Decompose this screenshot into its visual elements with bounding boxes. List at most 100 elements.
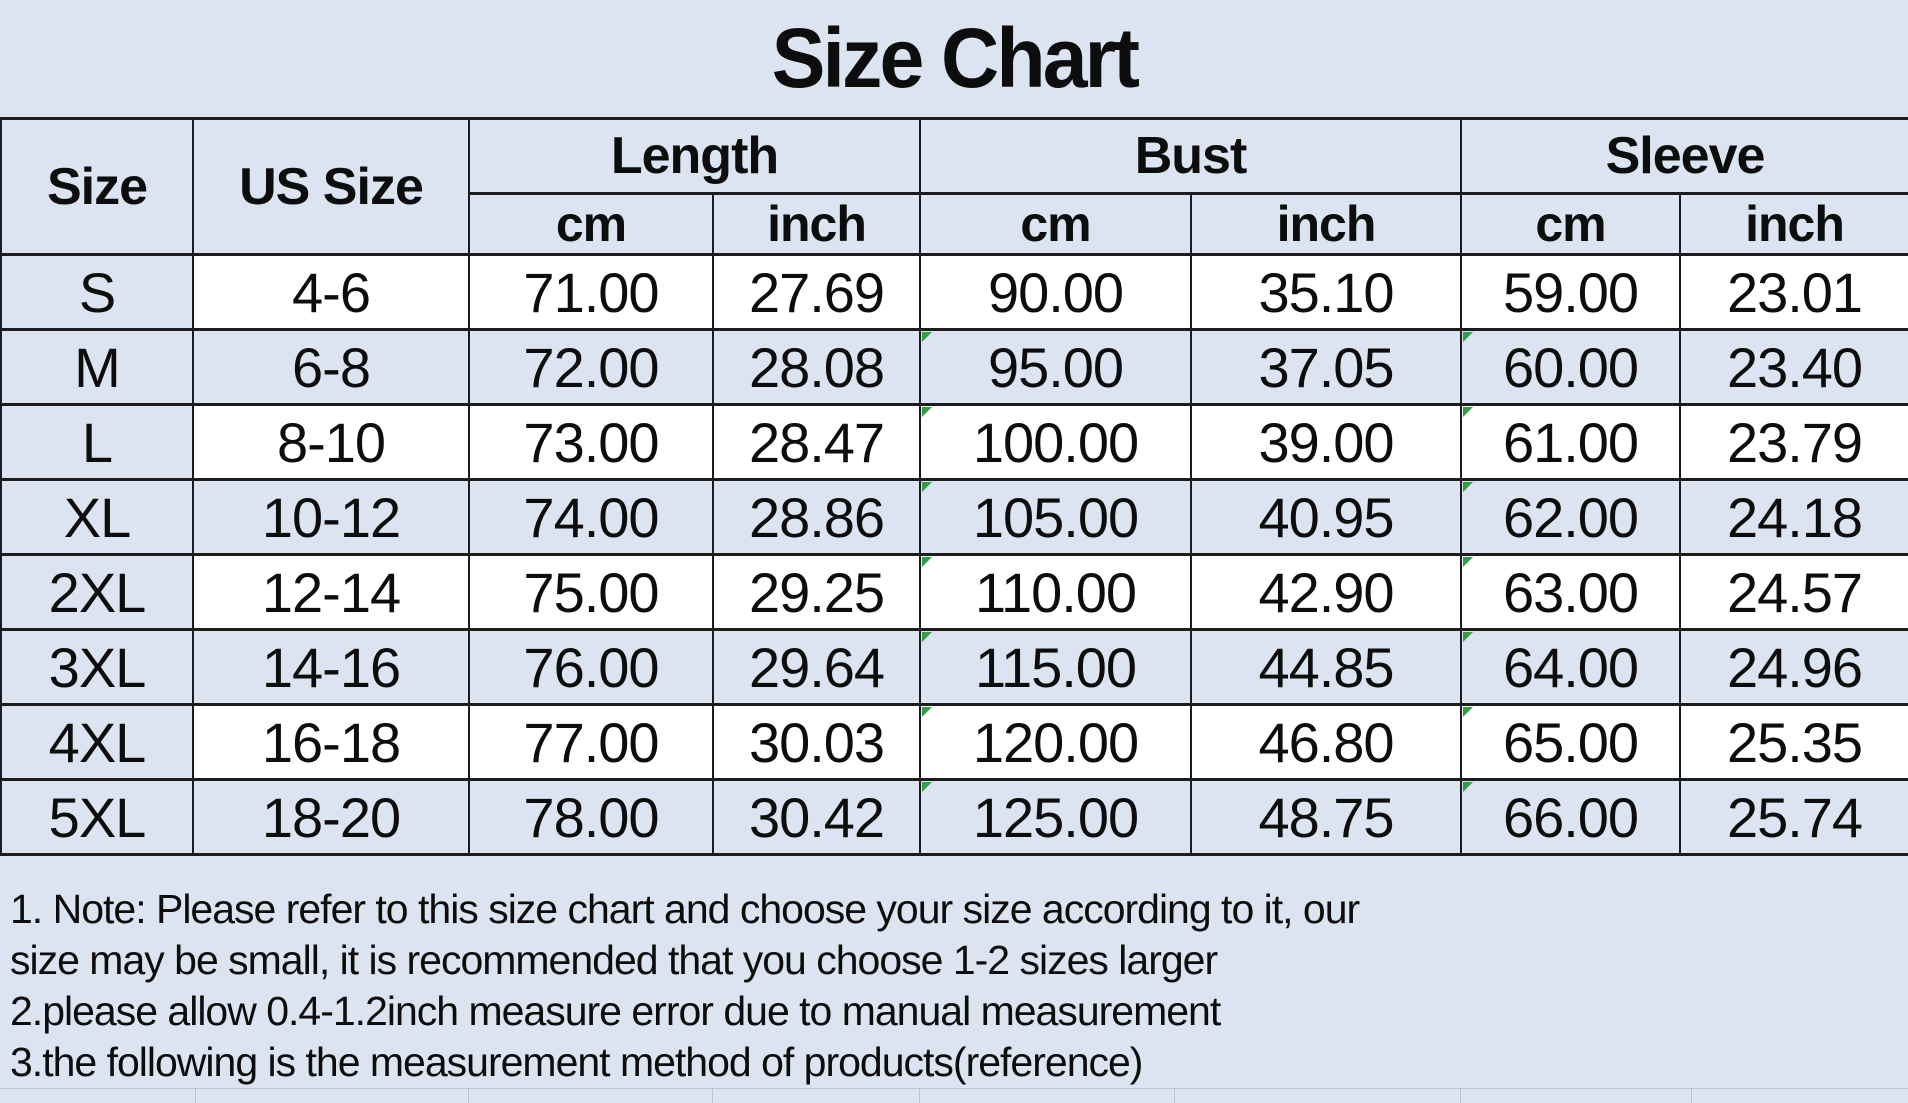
cell-bust-cm: 120.00 bbox=[919, 703, 1193, 781]
cell-bust-inch: 48.75 bbox=[1190, 778, 1463, 856]
cell-length-cm: 78.00 bbox=[468, 778, 714, 856]
excel-flag-icon bbox=[922, 407, 933, 417]
cell-us-size: 8-10 bbox=[192, 403, 470, 481]
grid-line bbox=[1691, 1089, 1692, 1103]
cell-length-cm: 74.00 bbox=[468, 478, 714, 556]
excel-flag-icon bbox=[1463, 332, 1474, 342]
excel-flag-icon bbox=[922, 632, 933, 642]
cell-sleeve-inch: 24.57 bbox=[1679, 553, 1908, 631]
cell-bust-cm: 110.00 bbox=[919, 553, 1193, 631]
cell-size: L bbox=[0, 403, 194, 481]
cell-bust-inch: 46.80 bbox=[1190, 703, 1463, 781]
col-header-us-size: US Size bbox=[192, 117, 470, 256]
cell-sleeve-cm: 66.00 bbox=[1460, 778, 1682, 856]
cell-bust-inch: 42.90 bbox=[1190, 553, 1463, 631]
cell-bust-inch: 39.00 bbox=[1190, 403, 1463, 481]
cell-bust-cm: 90.00 bbox=[919, 253, 1193, 331]
table-row: XL 10-12 74.00 28.86 105.00 40.95 62.00 24.18 bbox=[0, 478, 1908, 556]
cell-us-size: 4-6 bbox=[192, 253, 470, 331]
cell-bust-cm: 115.00 bbox=[919, 628, 1193, 706]
title-band: Size Chart bbox=[0, 0, 1908, 117]
sub-header-length-cm: cm bbox=[468, 192, 714, 256]
cell-us-size: 12-14 bbox=[192, 553, 470, 631]
cell-bust-cm: 125.00 bbox=[919, 778, 1193, 856]
cell-bust-cm: 100.00 bbox=[919, 403, 1193, 481]
excel-flag-icon bbox=[1463, 482, 1474, 492]
cell-us-size: 10-12 bbox=[192, 478, 470, 556]
cell-sleeve-cm: 62.00 bbox=[1460, 478, 1682, 556]
sub-header-sleeve-cm: cm bbox=[1460, 192, 1682, 256]
cell-bust-cm: 95.00 bbox=[919, 328, 1193, 406]
cell-size: 3XL bbox=[0, 628, 194, 706]
grid-line bbox=[1460, 1089, 1461, 1103]
sub-header-length-inch: inch bbox=[711, 192, 922, 256]
bottom-grid-strip bbox=[0, 1088, 1908, 1103]
cell-bust-inch: 40.95 bbox=[1190, 478, 1463, 556]
cell-length-inch: 29.25 bbox=[711, 553, 922, 631]
col-group-sleeve: Sleeve bbox=[1460, 117, 1908, 195]
table-row: S 4-6 71.00 27.69 90.00 35.10 59.00 23.01 bbox=[0, 253, 1908, 331]
cell-size: XL bbox=[0, 478, 194, 556]
cell-size: S bbox=[0, 253, 194, 331]
cell-size: 2XL bbox=[0, 553, 194, 631]
cell-us-size: 6-8 bbox=[192, 328, 470, 406]
cell-sleeve-inch: 23.79 bbox=[1679, 403, 1908, 481]
sub-header-bust-inch: inch bbox=[1190, 192, 1463, 256]
table-row: M 6-8 72.00 28.08 95.00 37.05 60.00 23.40 bbox=[0, 328, 1908, 406]
sub-header-sleeve-inch: inch bbox=[1679, 192, 1908, 256]
cell-sleeve-cm: 60.00 bbox=[1460, 328, 1682, 406]
grid-line bbox=[1174, 1089, 1175, 1103]
cell-sleeve-inch: 23.40 bbox=[1679, 328, 1908, 406]
cell-length-cm: 71.00 bbox=[468, 253, 714, 331]
cell-sleeve-cm: 61.00 bbox=[1460, 403, 1682, 481]
note-line: 3.the following is the measurement metho… bbox=[10, 1039, 1143, 1085]
notes-block: 1. Note: Please refer to this size chart… bbox=[10, 884, 1900, 1088]
sub-header-bust-cm: cm bbox=[919, 192, 1193, 256]
page-title: Size Chart bbox=[771, 11, 1139, 105]
cell-size: 5XL bbox=[0, 778, 194, 856]
cell-us-size: 14-16 bbox=[192, 628, 470, 706]
col-header-size: Size bbox=[0, 117, 194, 256]
excel-flag-icon bbox=[1463, 557, 1474, 567]
cell-sleeve-inch: 25.35 bbox=[1679, 703, 1908, 781]
cell-length-cm: 77.00 bbox=[468, 703, 714, 781]
table-row: L 8-10 73.00 28.47 100.00 39.00 61.00 23.79 bbox=[0, 403, 1908, 481]
cell-sleeve-cm: 59.00 bbox=[1460, 253, 1682, 331]
cell-length-cm: 73.00 bbox=[468, 403, 714, 481]
grid-line bbox=[468, 1089, 469, 1103]
cell-sleeve-inch: 24.18 bbox=[1679, 478, 1908, 556]
size-table: Size US Size Length Bust Sleeve cm inch … bbox=[0, 117, 1908, 856]
grid-line bbox=[712, 1089, 713, 1103]
cell-length-inch: 28.86 bbox=[711, 478, 922, 556]
excel-flag-icon bbox=[1463, 407, 1474, 417]
cell-length-inch: 30.42 bbox=[711, 778, 922, 856]
cell-bust-inch: 37.05 bbox=[1190, 328, 1463, 406]
cell-bust-cm: 105.00 bbox=[919, 478, 1193, 556]
col-group-length: Length bbox=[467, 117, 922, 195]
cell-sleeve-inch: 23.01 bbox=[1679, 253, 1908, 331]
note-line: size may be small, it is recommended tha… bbox=[10, 937, 1218, 983]
cell-us-size: 16-18 bbox=[192, 703, 470, 781]
grid-line bbox=[195, 1089, 196, 1103]
cell-sleeve-cm: 63.00 bbox=[1460, 553, 1682, 631]
excel-flag-icon bbox=[1463, 782, 1474, 792]
table-row: 2XL 12-14 75.00 29.25 110.00 42.90 63.00 24.57 bbox=[0, 553, 1908, 631]
cell-length-cm: 76.00 bbox=[468, 628, 714, 706]
header-row-groups: Size US Size Length Bust Sleeve bbox=[0, 117, 1908, 256]
excel-flag-icon bbox=[1463, 707, 1474, 717]
cell-size: 4XL bbox=[0, 703, 194, 781]
cell-size: M bbox=[0, 328, 194, 406]
cell-length-inch: 30.03 bbox=[711, 703, 922, 781]
table-row: 3XL 14-16 76.00 29.64 115.00 44.85 64.00 24.96 bbox=[0, 628, 1908, 706]
excel-flag-icon bbox=[922, 332, 933, 342]
cell-bust-inch: 35.10 bbox=[1190, 253, 1463, 331]
cell-length-inch: 29.64 bbox=[711, 628, 922, 706]
cell-bust-inch: 44.85 bbox=[1190, 628, 1463, 706]
cell-length-cm: 72.00 bbox=[468, 328, 714, 406]
cell-length-inch: 28.08 bbox=[711, 328, 922, 406]
cell-sleeve-inch: 24.96 bbox=[1679, 628, 1908, 706]
col-group-bust: Bust bbox=[919, 117, 1463, 195]
cell-sleeve-cm: 65.00 bbox=[1460, 703, 1682, 781]
excel-flag-icon bbox=[922, 482, 933, 492]
